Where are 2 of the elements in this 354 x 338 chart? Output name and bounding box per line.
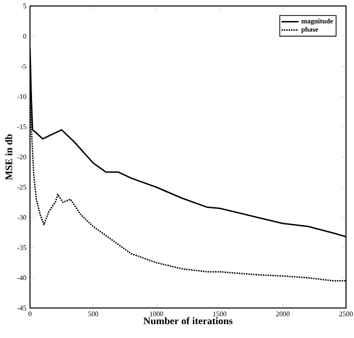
y-axis-title: MSE in db (5, 134, 12, 180)
x-axis-title: Number of iterations (143, 317, 232, 324)
